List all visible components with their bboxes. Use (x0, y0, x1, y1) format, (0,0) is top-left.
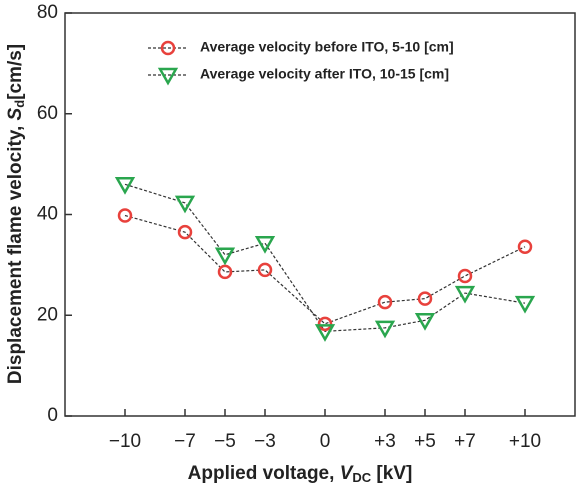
x-tick-label: +10 (509, 431, 541, 452)
marker (377, 294, 393, 310)
y-tick-label: 60 (37, 103, 58, 124)
marker (454, 285, 476, 304)
x-title-text: Applied voltage, (188, 463, 340, 484)
x-tick-label: −3 (254, 431, 276, 452)
y-title-text: Displacement flame velocity, (5, 120, 26, 384)
marker (214, 247, 236, 266)
x-tick-label: +7 (454, 431, 476, 452)
legend-label: Average velocity after ITO, 10-15 [cm] (200, 66, 449, 82)
series-line (124, 214, 526, 325)
legend-item: Average velocity before ITO, 5-10 [cm] (148, 39, 454, 56)
y-title-subscript: d (12, 100, 27, 108)
y-title-unit: [cm/s] (5, 44, 26, 100)
marker (374, 320, 396, 339)
x-tick-label: −7 (174, 431, 196, 452)
marker (254, 235, 276, 254)
marker (517, 239, 533, 254)
y-tick-label: 20 (37, 304, 58, 325)
marker (217, 264, 233, 280)
marker (417, 291, 433, 306)
series-line (124, 183, 526, 332)
x-tick-label: +3 (374, 431, 396, 452)
y-tick-label: 40 (37, 204, 58, 225)
legend-label: Average velocity before ITO, 5-10 [cm] (200, 39, 454, 55)
x-tick-label: 0 (320, 431, 331, 452)
marker (457, 268, 473, 284)
x-tick-label: −10 (109, 431, 141, 452)
marker (114, 177, 136, 195)
marker (514, 295, 536, 314)
x-tick-label: +5 (414, 431, 436, 452)
x-tick-label: −5 (214, 431, 236, 452)
x-title-unit: [kV] (371, 463, 412, 484)
marker (257, 262, 273, 278)
y-axis-title: Displacement flame velocity, Sd[cm/s] (5, 44, 27, 384)
marker (177, 224, 193, 240)
marker (317, 316, 333, 332)
legend-item: Average velocity after ITO, 10-15 [cm] (148, 66, 449, 86)
legend-marker (157, 67, 179, 86)
marker (117, 208, 133, 223)
y-title-symbol: S (5, 107, 26, 120)
x-title-symbol: V (340, 463, 354, 484)
marker (314, 324, 336, 342)
marker (414, 313, 436, 331)
marker (174, 195, 196, 214)
y-tick-label: 0 (47, 405, 58, 426)
x-axis-title: Applied voltage, VDC [kV] (188, 463, 413, 485)
x-title-subscript: DC (352, 470, 371, 485)
legend-marker (160, 40, 176, 56)
y-tick-label: 80 (37, 2, 58, 23)
